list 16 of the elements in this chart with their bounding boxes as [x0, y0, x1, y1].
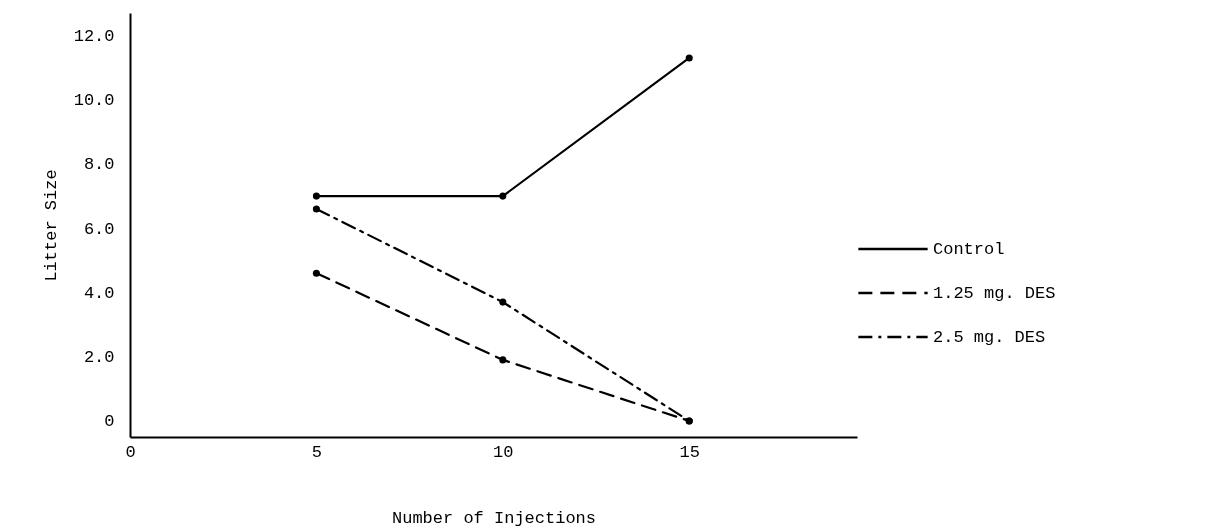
x-tick-label: 5 [311, 442, 323, 462]
legend-label: Control [933, 240, 1005, 259]
y-tick-label: 12.0 [73, 26, 115, 46]
legend-label: 1.25 mg. DES [933, 284, 1056, 303]
y-tick-label: 10.0 [73, 91, 115, 111]
x-tick-label: 15 [679, 442, 700, 462]
x-tick-label: 0 [125, 442, 136, 462]
legend-label: 2.5 mg. DES [933, 328, 1046, 347]
x-tick-label: 10 [493, 442, 514, 462]
y-axis-title: Litter Size [41, 169, 61, 282]
y-tick-label: 4.0 [83, 283, 115, 303]
y-tick-label: 2.0 [83, 348, 115, 368]
y-tick-label: 0 [104, 412, 115, 432]
x-axis-title: Number of Injections [391, 508, 597, 528]
y-tick-label: 6.0 [83, 219, 115, 239]
y-tick-label: 8.0 [83, 155, 115, 175]
